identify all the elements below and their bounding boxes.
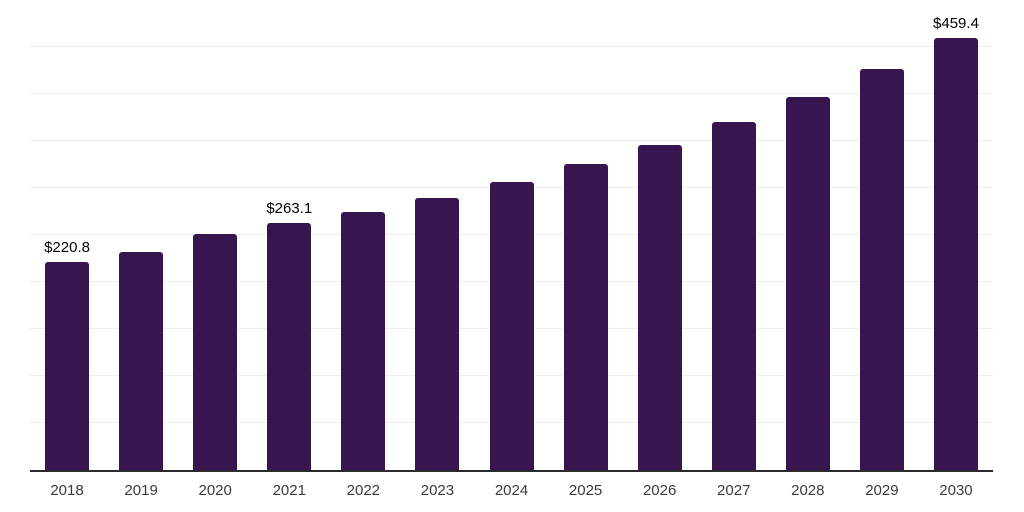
bar-column-2030: $459.4 [919,0,993,470]
bar-2027 [711,122,756,470]
x-tick-label-2023: 2023 [420,482,455,499]
bar-column-2026 [623,0,697,470]
bar-column-2025 [549,0,623,470]
plot-area: $220.8 $263.1 $459.4 [30,0,993,472]
bar-2023 [415,197,460,470]
bar-column-2027 [697,0,771,470]
x-tick-label-2018: 2018 [50,482,84,499]
bar-2025 [563,163,608,470]
bar-column-2021: $263.1 [252,0,326,470]
x-tick-label-2025: 2025 [568,482,603,499]
x-tick-label-2027: 2027 [717,482,751,499]
bar-column-2023 [400,0,474,470]
bar-column-2029 [845,0,919,470]
bar-column-2028 [771,0,845,470]
bar-2021 [267,222,312,470]
bar-value-label-2018: $220.8 [44,239,90,257]
bar-2022 [341,211,386,470]
x-tick-label-2028: 2028 [791,482,825,499]
x-tick-label-2020: 2020 [198,482,232,499]
bar-column-2020 [178,0,252,470]
x-tick-label-2030: 2030 [939,482,973,499]
x-tick-label-2024: 2024 [494,482,529,499]
x-tick-label-2019: 2019 [124,482,158,499]
bar-2028 [785,97,830,470]
bar-value-label-2030: $459.4 [933,15,979,33]
bar-2029 [859,68,904,470]
bar-2019 [119,252,164,470]
bar-column-2018: $220.8 [30,0,104,470]
x-tick-label-2022: 2022 [346,482,381,499]
bar-2026 [637,144,682,470]
bar-2030 [933,38,978,470]
bar-2020 [193,233,238,470]
x-tick-label-2026: 2026 [642,482,677,499]
bar-column-2024 [474,0,548,470]
bar-column-2022 [326,0,400,470]
x-tick-label-2029: 2029 [865,482,899,499]
bar-value-label-2021: $263.1 [266,199,313,217]
bars-group: $220.8 $263.1 $459.4 [30,0,993,470]
gridline-450 [30,46,993,47]
gridline-400 [30,93,993,94]
bar-2024 [489,182,534,470]
x-tick-label-2021: 2021 [272,482,306,499]
gridline-350 [30,140,993,141]
bar-2018 [45,262,90,470]
bar-column-2019 [104,0,178,470]
x-axis-labels: 2018 2019 2020 2021 2022 2023 2024 2025 2026 2027… [30,482,993,499]
